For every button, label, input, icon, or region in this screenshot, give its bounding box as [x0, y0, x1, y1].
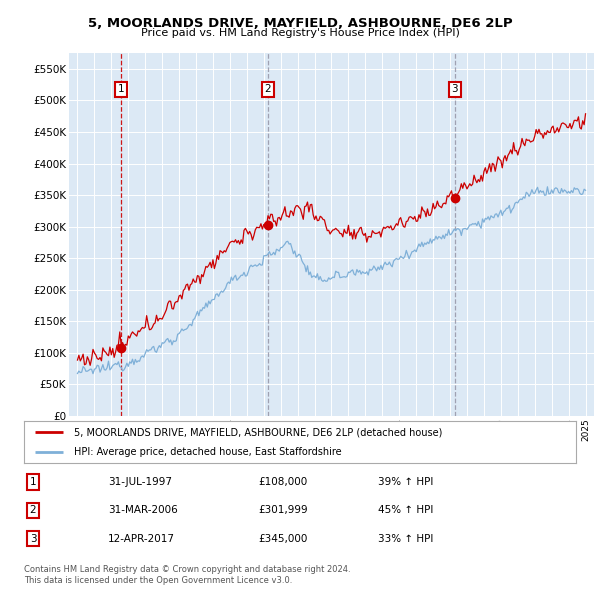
- Text: 45% ↑ HPI: 45% ↑ HPI: [378, 506, 433, 515]
- Text: Contains HM Land Registry data © Crown copyright and database right 2024.: Contains HM Land Registry data © Crown c…: [24, 565, 350, 574]
- Text: £108,000: £108,000: [258, 477, 307, 487]
- Text: Price paid vs. HM Land Registry's House Price Index (HPI): Price paid vs. HM Land Registry's House …: [140, 28, 460, 38]
- Text: 1: 1: [118, 84, 124, 94]
- Text: This data is licensed under the Open Government Licence v3.0.: This data is licensed under the Open Gov…: [24, 576, 292, 585]
- Text: 5, MOORLANDS DRIVE, MAYFIELD, ASHBOURNE, DE6 2LP (detached house): 5, MOORLANDS DRIVE, MAYFIELD, ASHBOURNE,…: [74, 427, 442, 437]
- Text: 2: 2: [265, 84, 271, 94]
- Text: £301,999: £301,999: [258, 506, 308, 515]
- Text: 31-JUL-1997: 31-JUL-1997: [108, 477, 172, 487]
- Text: 3: 3: [29, 534, 37, 543]
- Text: 1: 1: [29, 477, 37, 487]
- Text: 31-MAR-2006: 31-MAR-2006: [108, 506, 178, 515]
- Text: HPI: Average price, detached house, East Staffordshire: HPI: Average price, detached house, East…: [74, 447, 341, 457]
- Text: 39% ↑ HPI: 39% ↑ HPI: [378, 477, 433, 487]
- Text: 33% ↑ HPI: 33% ↑ HPI: [378, 534, 433, 543]
- Text: 12-APR-2017: 12-APR-2017: [108, 534, 175, 543]
- Text: £345,000: £345,000: [258, 534, 307, 543]
- Text: 3: 3: [451, 84, 458, 94]
- Text: 5, MOORLANDS DRIVE, MAYFIELD, ASHBOURNE, DE6 2LP: 5, MOORLANDS DRIVE, MAYFIELD, ASHBOURNE,…: [88, 17, 512, 30]
- Text: 2: 2: [29, 506, 37, 515]
